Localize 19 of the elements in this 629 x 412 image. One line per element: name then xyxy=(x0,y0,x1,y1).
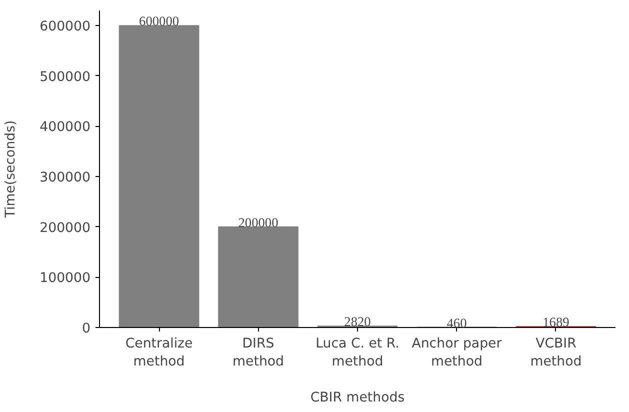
x-tick-label: VCBIR method xyxy=(530,336,582,370)
y-axis-title: Time(seconds) xyxy=(4,120,19,219)
x-tick-label: Centralize method xyxy=(125,336,193,370)
data-label: 2820 xyxy=(344,314,372,330)
y-tick-label: 600000 xyxy=(40,20,91,35)
x-tick-label: Anchor paper method xyxy=(412,336,502,370)
x-tick-label: Luca C. et R. method xyxy=(316,336,400,370)
y-tick-label: 500000 xyxy=(40,70,91,85)
data-label: 200000 xyxy=(238,214,279,230)
x-axis-title: CBIR methods xyxy=(310,390,405,406)
data-label: 600000 xyxy=(139,14,180,29)
y-tick-label: 200000 xyxy=(40,220,91,236)
y-tick-label: 100000 xyxy=(40,271,91,286)
data-label: 460 xyxy=(446,315,468,330)
y-tick-label: 400000 xyxy=(40,120,91,136)
y-tick-label: 300000 xyxy=(40,170,91,186)
y-tick-label: 0 xyxy=(82,322,91,336)
x-tick-label: DIRS method xyxy=(232,336,284,370)
data-label: 1689 xyxy=(542,314,570,330)
